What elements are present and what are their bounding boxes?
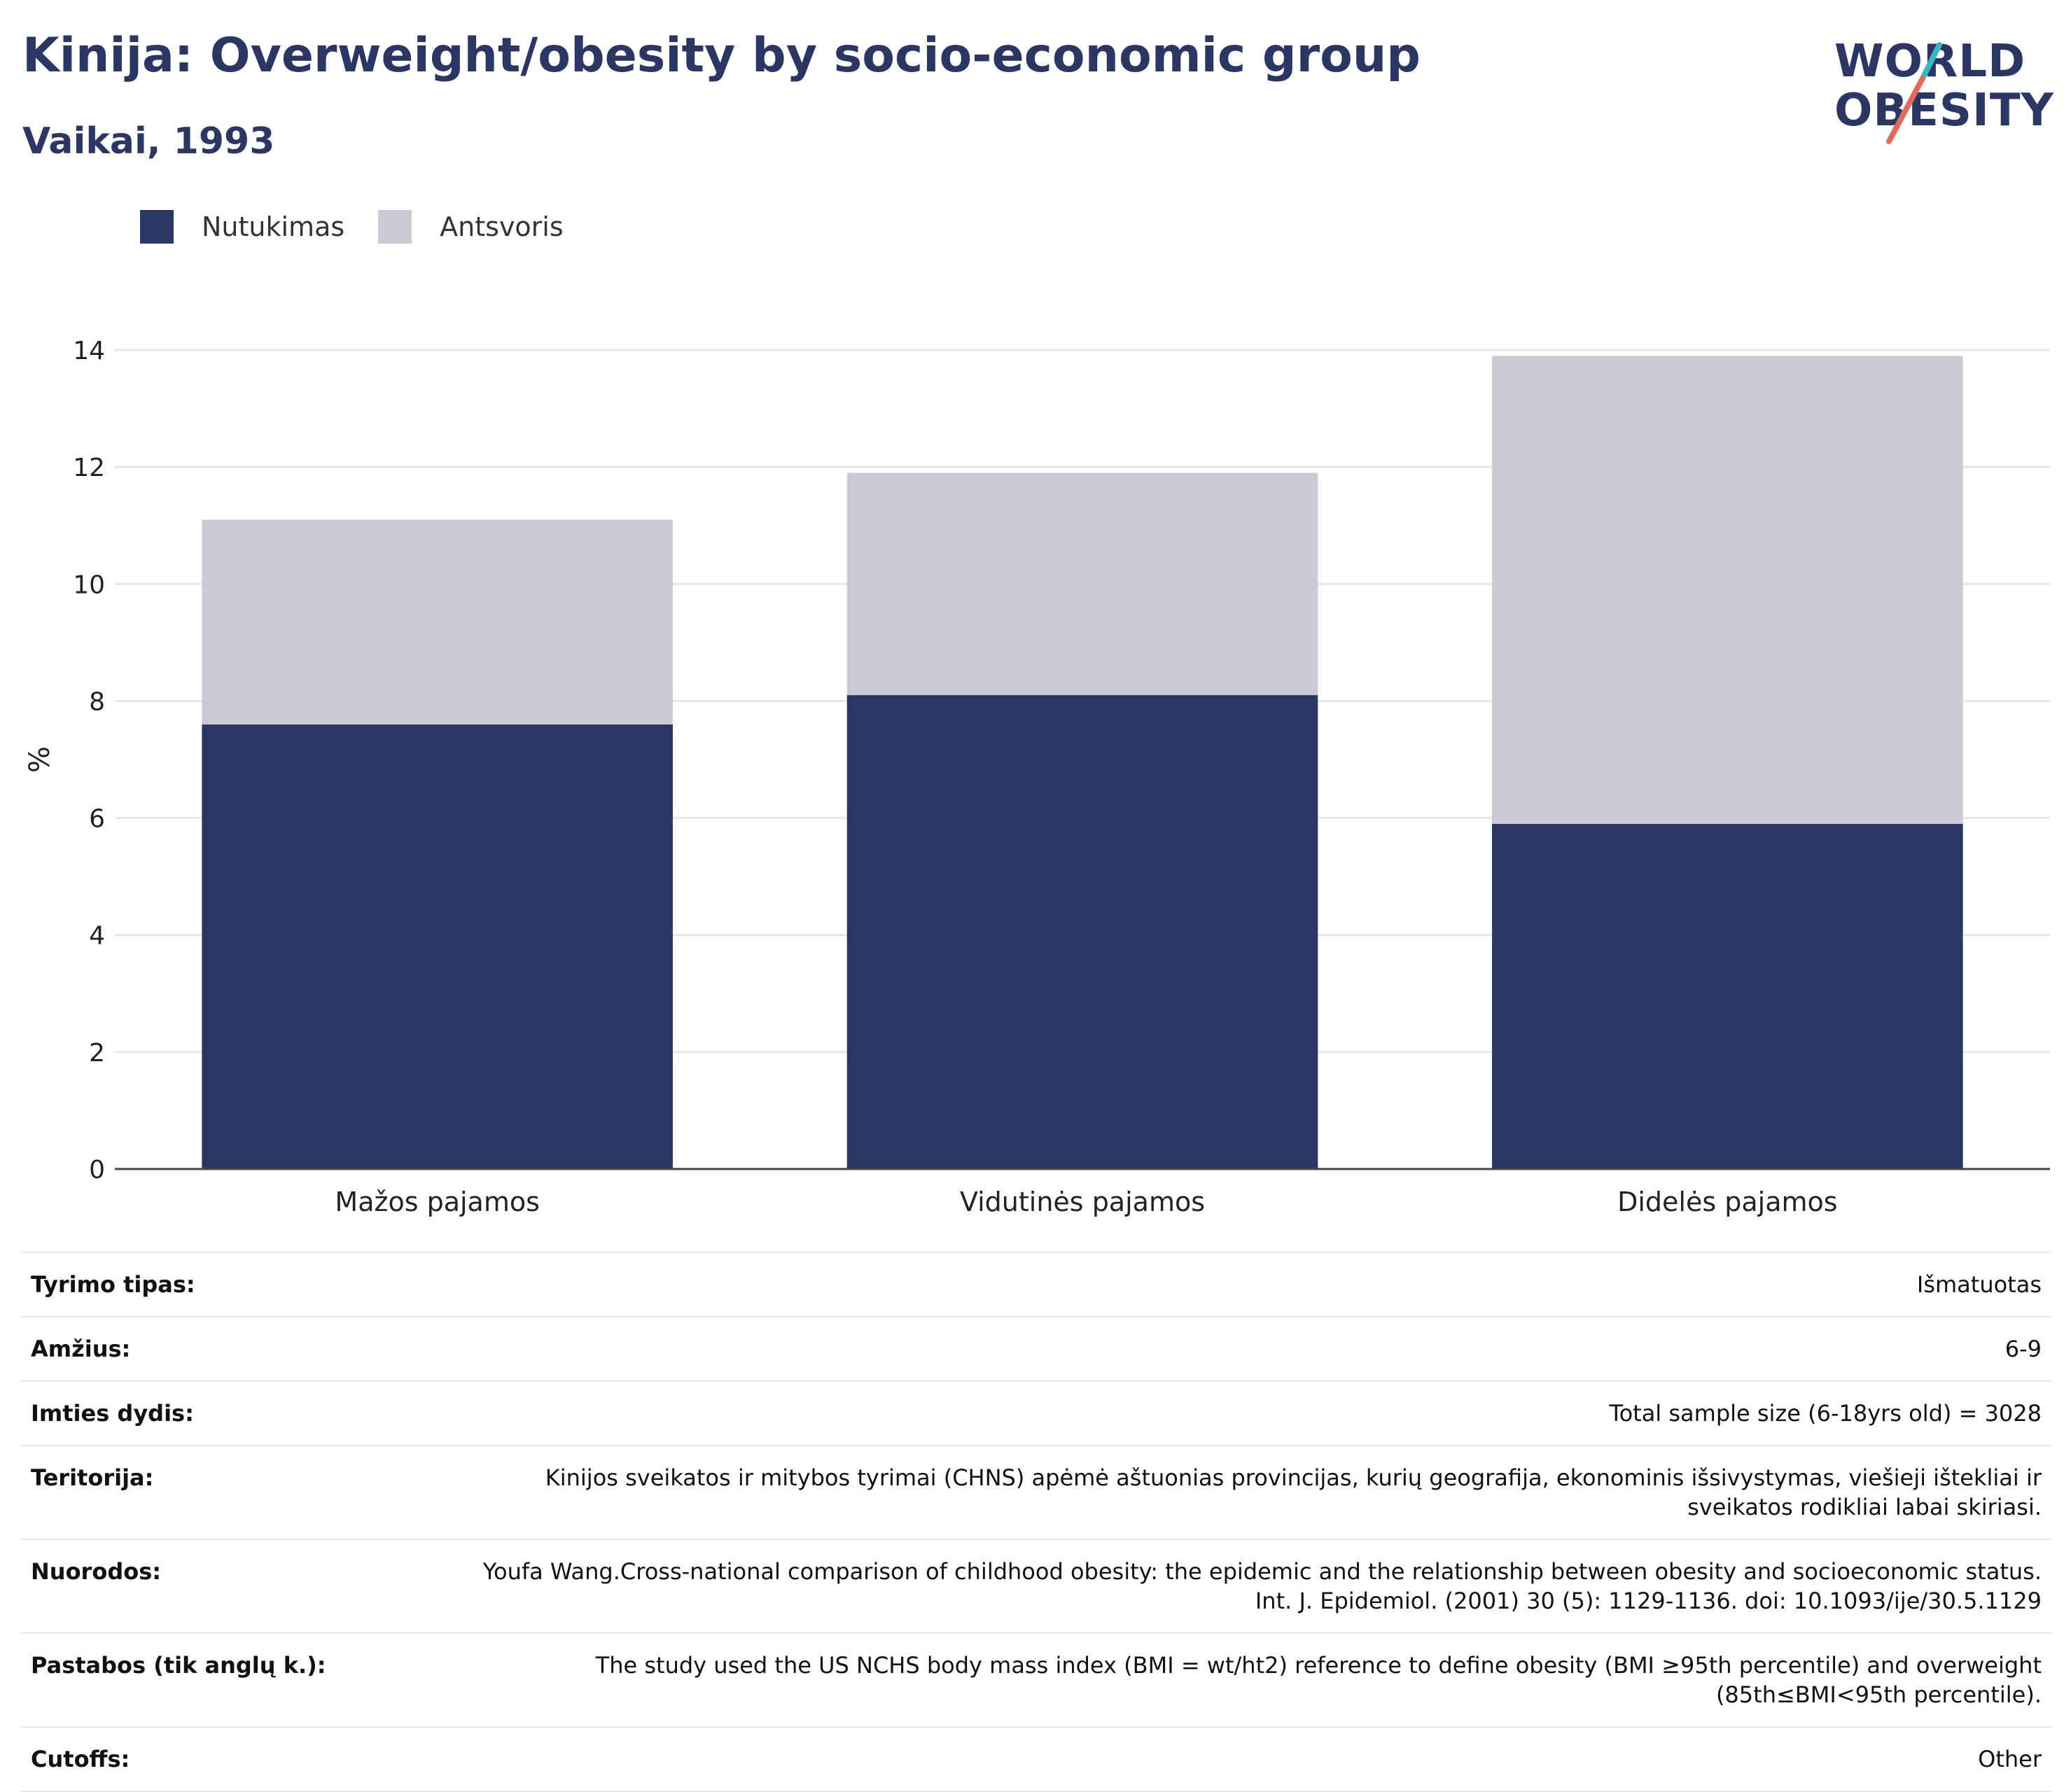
info-value: Kinijos sveikatos ir mitybos tyrimai (CH… [545, 1464, 2042, 1520]
info-label: Teritorija: [31, 1464, 154, 1491]
study-info-table: Tyrimo tipas: Išmatuotas Amžius: 6-9 Imties … [21, 1252, 2051, 1792]
info-value: Total sample size (6-18yrs old) = 3028 [1609, 1400, 2042, 1427]
bar-antsvoris-2[interactable] [1492, 356, 1963, 824]
info-value: The study used the US NCHS body mass ind… [595, 1652, 2042, 1708]
info-label: Cutoffs: [31, 1746, 130, 1772]
x-tick-label: Mažos pajamos [335, 1186, 539, 1217]
legend-swatch-nutukimas [140, 210, 174, 244]
y-tick-label: 0 [89, 1156, 105, 1184]
y-tick-label: 10 [73, 570, 105, 599]
y-axis-label: % [24, 746, 56, 773]
info-row: Amžius: 6-9 [21, 1317, 2051, 1381]
bars [202, 356, 1963, 1169]
y-tick-label: 4 [89, 922, 105, 951]
info-label: Tyrimo tipas: [31, 1271, 195, 1298]
legend-label-antsvoris: Antsvoris [440, 211, 564, 242]
page-title: Kinija: Overweight/obesity by socio-econ… [22, 28, 1421, 83]
info-row: Pastabos (tik anglų k.): The study used t… [21, 1633, 2051, 1727]
info-row: Tyrimo tipas: Išmatuotas [21, 1252, 2051, 1317]
y-tick-label: 6 [89, 805, 105, 834]
bar-nutukimas-2[interactable] [1492, 823, 1963, 1169]
y-tick-label: 14 [73, 337, 105, 365]
y-tick-label: 8 [89, 687, 105, 716]
x-tick-label: Vidutinės pajamos [960, 1186, 1205, 1217]
info-label: Pastabos (tik anglų k.): [31, 1652, 326, 1679]
world-obesity-logo[interactable]: WORLD OBESITY [1827, 21, 2058, 147]
info-row: Teritorija: Kinijos sveikatos ir mitybos … [21, 1446, 2051, 1539]
info-row: Cutoffs: Other [21, 1727, 2051, 1791]
info-row: Nuorodos: Youfa Wang.Cross-national compa… [21, 1539, 2051, 1633]
bar-antsvoris-1[interactable] [846, 472, 1318, 696]
axes: 0 2 4 6 8 10 12 14 Mažos pajamos Vidutinės pajamo… [24, 337, 2050, 1217]
y-tick-label: 2 [89, 1039, 105, 1068]
info-value: Other [1978, 1746, 2042, 1772]
legend-item-nutukimas[interactable]: Nutukimas [140, 210, 344, 244]
info-row: Imties dydis: Total sample size (6-18yrs … [21, 1381, 2051, 1446]
chart-legend: Nutukimas Antsvoris [140, 206, 597, 248]
y-tick-label: 12 [73, 454, 105, 482]
logo-line-2: OBESITY [1834, 85, 2054, 136]
info-label: Amžius: [31, 1336, 131, 1362]
info-value: Išmatuotas [1916, 1271, 2042, 1298]
logo-slash-icon [1886, 42, 1942, 144]
bar-nutukimas-0[interactable] [202, 724, 673, 1169]
x-tick-label: Didelės pajamos [1617, 1186, 1837, 1217]
legend-swatch-antsvoris [378, 210, 412, 244]
stacked-bar-chart: 0 2 4 6 8 10 12 14 Mažos pajamos Vidutinės pajamo… [24, 337, 2050, 1217]
info-value: 6-9 [2004, 1336, 2042, 1362]
info-value: Youfa Wang.Cross-national comparison of … [482, 1558, 2042, 1614]
info-label: Nuorodos: [31, 1558, 162, 1585]
bar-nutukimas-1[interactable] [846, 695, 1318, 1169]
legend-label-nutukimas: Nutukimas [202, 211, 345, 242]
bar-antsvoris-0[interactable] [202, 519, 673, 724]
page-subtitle: Vaikai, 1993 [22, 120, 275, 162]
info-label: Imties dydis: [31, 1400, 194, 1427]
legend-item-antsvoris[interactable]: Antsvoris [378, 210, 564, 244]
